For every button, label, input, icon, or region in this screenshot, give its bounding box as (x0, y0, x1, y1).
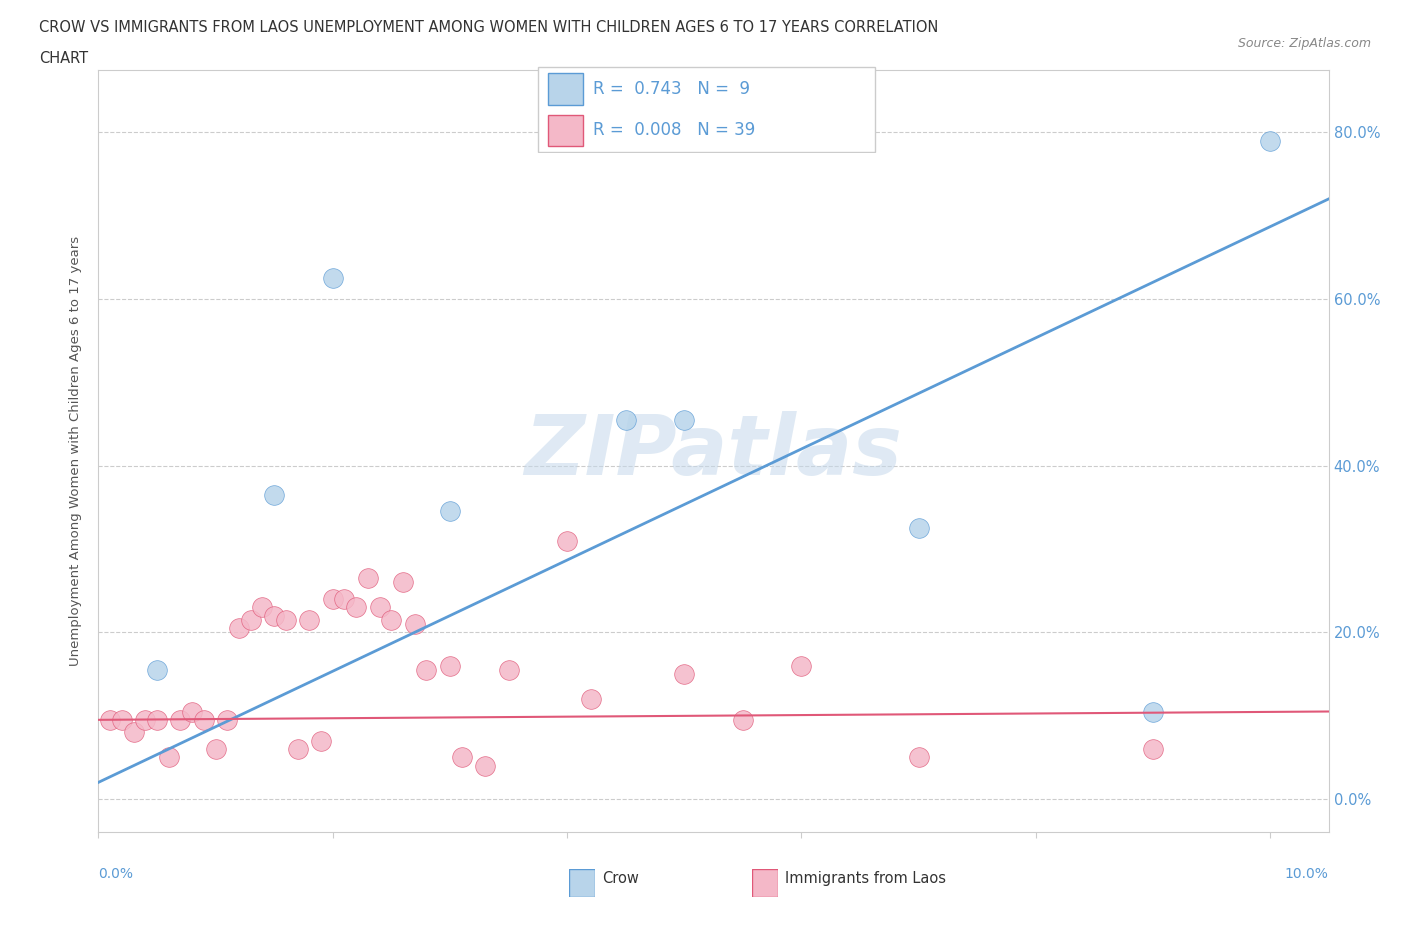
Point (287, 741, 309, 756)
FancyBboxPatch shape (537, 67, 876, 152)
Text: CHART: CHART (39, 51, 89, 66)
Point (146, 662, 169, 677)
Point (474, 758, 496, 773)
Point (134, 712, 156, 727)
Point (907, 521, 929, 536)
Text: Crow: Crow (602, 871, 638, 886)
Point (239, 612, 262, 627)
Point (322, 591, 344, 606)
Point (380, 612, 402, 627)
Point (274, 612, 297, 627)
Point (673, 412, 696, 427)
FancyBboxPatch shape (548, 73, 582, 105)
Point (673, 667, 696, 682)
Point (298, 612, 321, 627)
Point (555, 533, 578, 548)
Point (111, 712, 134, 727)
Point (614, 412, 637, 427)
Point (169, 712, 191, 727)
Point (368, 600, 391, 615)
Point (579, 692, 602, 707)
Point (193, 712, 215, 727)
Point (1142, 741, 1164, 756)
Point (98, 712, 121, 727)
Text: Source: ZipAtlas.com: Source: ZipAtlas.com (1237, 37, 1371, 50)
Point (439, 504, 461, 519)
Point (217, 712, 239, 727)
FancyBboxPatch shape (548, 114, 582, 146)
Point (263, 608, 285, 623)
Text: R =  0.743   N =  9: R = 0.743 N = 9 (593, 80, 749, 98)
Point (790, 658, 813, 673)
FancyBboxPatch shape (752, 869, 778, 897)
Point (1142, 704, 1164, 719)
Point (392, 575, 415, 590)
Text: 0.0%: 0.0% (98, 867, 134, 881)
Point (146, 712, 169, 727)
Point (404, 617, 426, 631)
Point (309, 733, 332, 748)
Point (263, 487, 285, 502)
Point (907, 750, 929, 764)
Text: CROW VS IMMIGRANTS FROM LAOS UNEMPLOYMENT AMONG WOMEN WITH CHILDREN AGES 6 TO 17: CROW VS IMMIGRANTS FROM LAOS UNEMPLOYMEN… (39, 20, 939, 35)
Point (122, 724, 145, 739)
Text: R =  0.008   N = 39: R = 0.008 N = 39 (593, 122, 755, 140)
Point (1258, 133, 1281, 148)
Point (731, 712, 754, 727)
Point (357, 571, 380, 586)
Point (204, 741, 226, 756)
Point (439, 658, 461, 673)
Point (322, 271, 344, 286)
Point (157, 750, 180, 764)
Point (498, 662, 520, 677)
Point (181, 704, 204, 719)
Point (252, 600, 274, 615)
Point (333, 591, 356, 606)
Point (228, 620, 250, 635)
Text: Immigrants from Laos: Immigrants from Laos (785, 871, 946, 886)
Text: 10.0%: 10.0% (1285, 867, 1329, 881)
Y-axis label: Unemployment Among Women with Children Ages 6 to 17 years: Unemployment Among Women with Children A… (69, 236, 83, 666)
FancyBboxPatch shape (569, 869, 595, 897)
Point (415, 662, 437, 677)
Point (344, 600, 367, 615)
Point (450, 750, 472, 764)
Text: ZIPatlas: ZIPatlas (524, 410, 903, 492)
